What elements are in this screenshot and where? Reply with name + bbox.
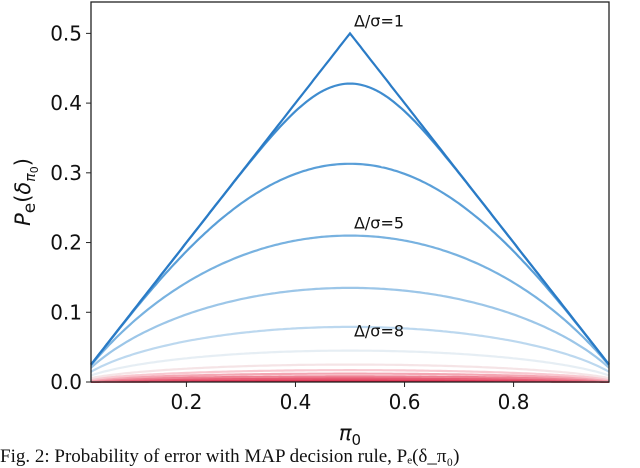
x-tick-label: 0.2 [171,390,203,414]
series-line [90,31,610,366]
series-line [90,372,610,382]
series-line [90,325,610,373]
series-line [90,234,610,366]
y-axis-label: Pe(δπ0) [11,158,41,226]
x-tick-label: 0.4 [280,390,312,414]
series-line [90,349,610,377]
series-line [90,363,610,380]
axes-frame [90,1,610,383]
curve-annotation: Δ/σ=8 [354,322,404,341]
annotations: Δ/σ=1 Δ/σ=5 Δ/σ=8 [354,11,404,340]
y-tick-label: 0.5 [50,21,82,45]
series-line [90,375,610,382]
curve-annotation: Δ/σ=5 [354,214,404,233]
series-line [90,286,610,369]
x-tick-label: 0.8 [498,390,530,414]
x-tick-label: 0.6 [389,390,421,414]
y-tick-label: 0.4 [50,91,82,115]
y-tick-label: 0.0 [50,370,82,394]
y-tick-label: 0.2 [50,231,82,255]
x-axis-label: π0 [339,421,361,449]
curve-annotation: Δ/σ=1 [354,11,404,30]
series-line [90,369,610,381]
series-line [90,162,610,366]
y-axis: 0.0 0.1 0.2 0.3 0.4 0.5 [50,21,91,394]
series-line [90,377,610,383]
series-line [90,82,610,366]
y-tick-label: 0.1 [50,300,82,324]
figure-caption: Fig. 2: Probability of error with MAP de… [0,446,460,467]
curves-group [90,31,610,383]
x-axis: 0.2 0.4 0.6 0.8 [171,382,530,414]
y-tick-label: 0.3 [50,161,82,185]
